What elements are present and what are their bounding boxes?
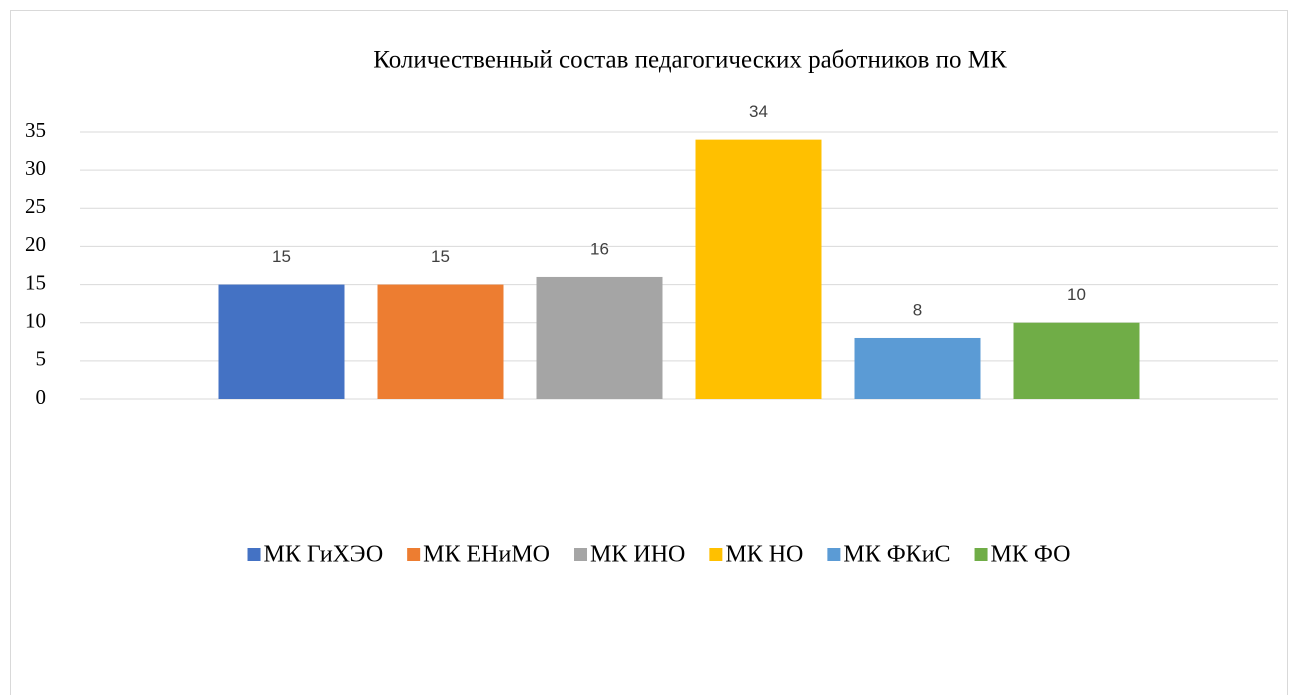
bar [695, 139, 822, 399]
data-label: 10 [1067, 285, 1086, 304]
bar [1013, 322, 1140, 399]
legend-swatch [827, 548, 841, 561]
bar [377, 284, 504, 399]
y-tick-label: 0 [36, 385, 47, 409]
y-tick-label: 25 [25, 194, 46, 218]
bar [218, 284, 345, 399]
legend-label: МК НО [725, 542, 803, 568]
data-label: 15 [272, 247, 291, 266]
y-tick-label: 20 [25, 232, 46, 256]
y-tick-label: 35 [25, 118, 46, 142]
legend-swatch [247, 548, 261, 561]
chart-title: Количественный состав педагогических раб… [373, 47, 1007, 74]
legend-swatch [974, 548, 988, 561]
data-label: 34 [749, 102, 768, 121]
legend-label: МК ФКиС [843, 542, 950, 568]
data-label: 16 [590, 239, 609, 258]
y-tick-label: 5 [36, 347, 47, 371]
legend-label: МК ИНО [590, 542, 685, 568]
bar [536, 276, 663, 399]
legend-swatch [574, 548, 588, 561]
legend-label: МК ФО [991, 542, 1071, 568]
legend-swatch [407, 548, 421, 561]
data-label: 15 [431, 247, 450, 266]
legend-label: МК ГиХЭО [264, 542, 384, 568]
y-tick-label: 10 [25, 309, 46, 333]
y-tick-label: 15 [25, 270, 46, 294]
legend-label: МК ЕНиМО [423, 542, 550, 568]
y-tick-label: 30 [25, 156, 46, 180]
data-label: 8 [913, 300, 922, 319]
bar [854, 337, 981, 399]
legend-swatch [709, 548, 723, 561]
